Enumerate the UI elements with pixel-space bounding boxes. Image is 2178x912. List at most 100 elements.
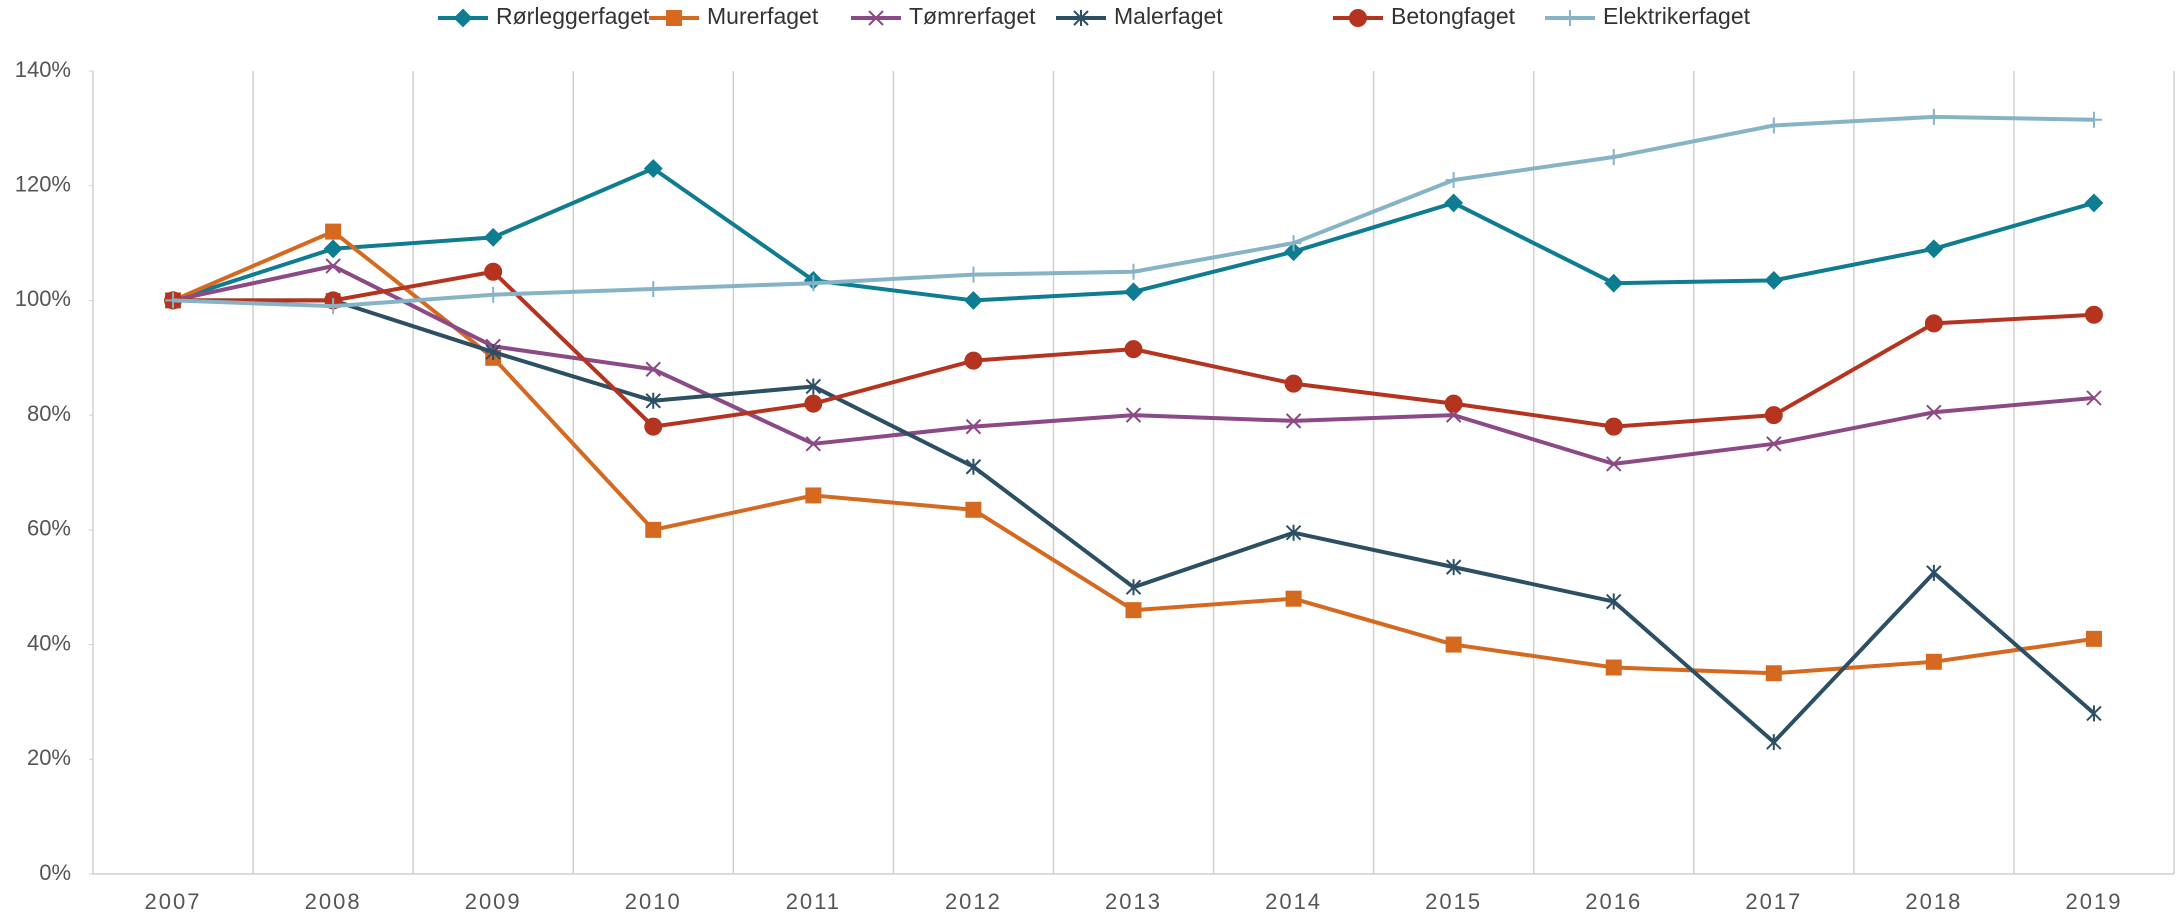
x-tick-label: 2018 [1905, 889, 1962, 912]
y-tick-label: 20% [27, 745, 71, 770]
marker [1124, 282, 1143, 302]
marker [1765, 665, 1782, 682]
marker [1605, 149, 1622, 166]
y-tick-label: 80% [27, 401, 71, 426]
marker [485, 344, 501, 361]
marker [805, 436, 822, 452]
marker [1924, 314, 1943, 333]
marker [666, 10, 682, 26]
marker [2084, 193, 2104, 213]
marker [2086, 705, 2102, 722]
line [172, 166, 2095, 303]
y-tick-label: 0% [39, 860, 71, 885]
marker [1444, 193, 1464, 213]
marker [1604, 417, 1623, 436]
marker [645, 361, 661, 377]
marker [643, 159, 663, 178]
marker [1444, 394, 1463, 413]
y-tick-label: 100% [15, 286, 71, 311]
marker [1766, 436, 1782, 452]
marker [1924, 239, 1944, 259]
x-tick-label: 2016 [1585, 889, 1642, 912]
marker [964, 351, 983, 370]
x-tick-label: 2013 [1105, 889, 1162, 912]
y-tick-label: 120% [15, 172, 71, 197]
x-tick-label: 2010 [625, 889, 682, 912]
marker [484, 262, 503, 281]
x-tick-label: 2014 [1265, 889, 1322, 912]
marker [1125, 602, 1142, 619]
marker [1926, 404, 1942, 420]
marker [483, 227, 503, 247]
marker [804, 394, 823, 413]
marker [1445, 559, 1462, 576]
marker [1606, 456, 1622, 472]
marker [644, 417, 663, 436]
x-tick-label: 2011 [786, 889, 841, 912]
marker [1764, 270, 1784, 290]
x-tick-label: 2015 [1425, 889, 1482, 912]
marker [1925, 653, 1942, 670]
y-tick-label: 40% [27, 630, 71, 655]
marker [1445, 636, 1462, 653]
marker [965, 418, 982, 435]
x-tick-label: 2009 [465, 889, 522, 912]
marker [1764, 406, 1783, 425]
marker [965, 501, 982, 518]
marker [1124, 340, 1143, 359]
y-tick-label: 60% [27, 516, 71, 541]
marker [1349, 9, 1367, 27]
marker [868, 10, 884, 26]
marker [965, 458, 982, 475]
marker [485, 286, 502, 303]
legend-label: Malerfaget [1114, 3, 1223, 29]
marker [1073, 10, 1089, 26]
marker [965, 266, 982, 283]
marker [323, 239, 343, 259]
marker [1285, 590, 1302, 607]
marker [1445, 171, 1462, 188]
marker [805, 378, 822, 395]
marker [1562, 10, 1578, 26]
marker [964, 291, 983, 310]
marker [1605, 659, 1622, 676]
y-tick-label: 140% [15, 57, 71, 82]
marker [1125, 263, 1142, 280]
legend-label: Elektrikerfaget [1603, 3, 1751, 29]
marker [2085, 630, 2102, 647]
marker [1125, 407, 1142, 423]
marker [2084, 305, 2103, 324]
marker [1926, 564, 1942, 581]
marker [1766, 734, 1782, 751]
legend-label: Betongfaget [1391, 3, 1516, 29]
marker [165, 292, 182, 309]
x-tick-label: 2017 [1745, 889, 1802, 912]
legend-label: Rørleggerfaget [496, 3, 650, 29]
marker [1604, 273, 1624, 293]
x-tick-label: 2008 [305, 889, 362, 912]
x-tick-label: 2019 [2065, 889, 2122, 912]
marker [1284, 374, 1303, 393]
marker [645, 392, 661, 409]
marker [805, 487, 822, 504]
marker [1285, 524, 1302, 541]
marker [1125, 579, 1142, 596]
marker [325, 298, 342, 315]
marker [453, 8, 473, 28]
marker [1285, 413, 1302, 429]
legend-label: Tømrerfaget [909, 3, 1036, 29]
marker [1606, 593, 1622, 610]
marker [805, 275, 822, 292]
marker [645, 521, 662, 538]
marker [1284, 242, 1303, 262]
marker [1285, 235, 1302, 252]
marker [2085, 111, 2102, 128]
line [173, 298, 2096, 745]
marker [325, 223, 342, 240]
marker [1765, 117, 1782, 134]
marker [2086, 390, 2102, 406]
x-tick-label: 2007 [145, 889, 202, 912]
marker [645, 280, 662, 297]
